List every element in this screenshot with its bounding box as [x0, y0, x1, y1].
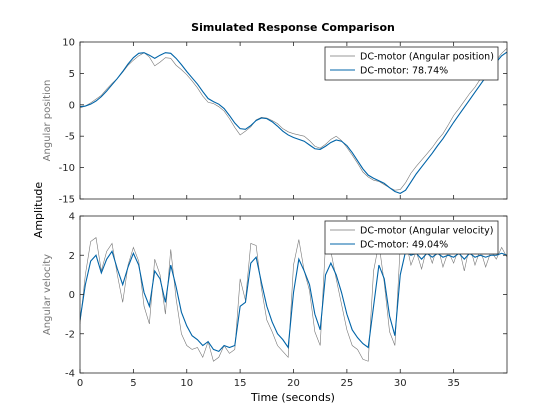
y-tick-label: 4: [69, 212, 75, 223]
y-tick-label: 10: [62, 38, 75, 49]
legend-box: [324, 46, 499, 81]
x-tick-label: 5: [130, 378, 136, 389]
x-tick-label: 10: [180, 378, 193, 389]
figure-title: Simulated Response Comparison: [191, 21, 395, 34]
legend: DC-motor (Angular position) DC-motor: 78.…: [324, 46, 499, 81]
legend-label-model: DC-motor: 78.74%: [360, 66, 448, 77]
series-line-model: [80, 51, 507, 194]
y-tick-label: -10: [59, 163, 75, 174]
y-tick-label: 2: [69, 251, 75, 262]
x-tick-label: 25: [341, 378, 354, 389]
x-tick-label: 35: [447, 378, 460, 389]
y-tick-label: -15: [59, 195, 75, 206]
x-tick-label: 20: [287, 378, 300, 389]
y-axis-label: Angular velocity: [42, 254, 53, 335]
legend-label-model: DC-motor: 49.04%: [360, 240, 448, 251]
legend-box: [324, 220, 499, 255]
panel-2: 0 5 10 15 20 25 30 35 -4 -2 0 2 4 Angular velocity DC-…: [42, 212, 508, 389]
y-axis-label: Angular position: [42, 80, 53, 162]
shared-y-label: Amplitude: [32, 182, 45, 239]
y-tick-label: 0: [69, 100, 75, 111]
series-line-model: [80, 250, 507, 353]
legend-label-measured: DC-motor (Angular position): [360, 52, 494, 63]
legend: DC-motor (Angular velocity) DC-motor: 49.…: [324, 220, 499, 255]
y-tick-label: -2: [65, 329, 75, 340]
x-axis-label: Time (seconds): [250, 391, 335, 404]
series-line-measured: [80, 48, 507, 191]
legend-label-measured: DC-motor (Angular velocity): [360, 226, 493, 237]
y-tick-label: 0: [69, 290, 75, 301]
x-tick-label: 0: [77, 378, 83, 389]
x-tick-label: 15: [234, 378, 247, 389]
x-tick-label: 30: [394, 378, 407, 389]
y-tick-label: -5: [65, 132, 75, 143]
y-tick-label: -4: [65, 369, 75, 380]
panel-1: -15 -10 -5 0 5 10 Angular position DC-motor (An…: [42, 38, 508, 206]
y-tick-label: 5: [69, 69, 75, 80]
